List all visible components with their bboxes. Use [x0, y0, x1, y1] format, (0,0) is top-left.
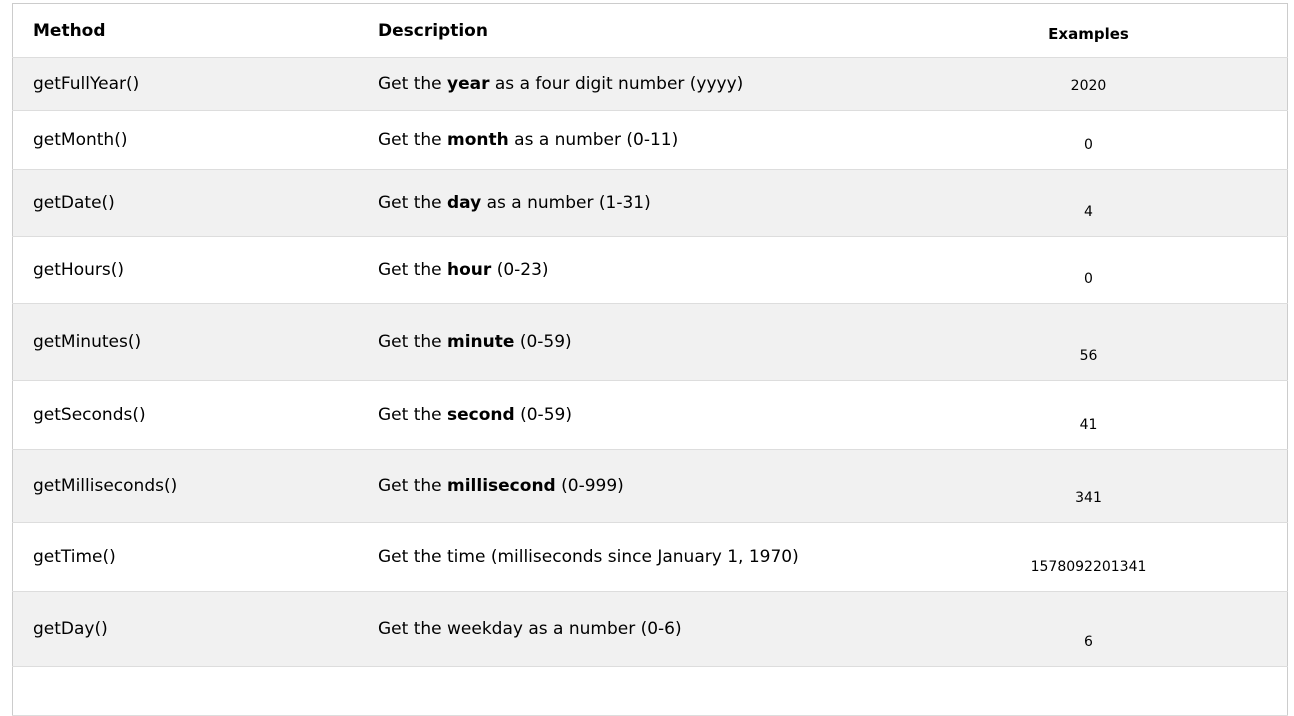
description-cell: Get the second (0-59): [378, 380, 890, 450]
method-cell: getSeconds(): [12, 380, 378, 450]
table-row: [12, 666, 1288, 716]
method-cell: getMonth(): [12, 110, 378, 170]
description-text: Get the weekday as a number (0-6): [378, 619, 682, 639]
description-cell: Get the year as a four digit number (yyy…: [378, 57, 890, 111]
header-description: Description: [378, 3, 890, 58]
example-cell: 341: [890, 449, 1288, 523]
description-text: Get the: [378, 332, 448, 352]
description-cell: Get the minute (0-59): [378, 303, 890, 381]
empty-cell: [890, 666, 1288, 716]
description-text-rest: (0-999): [555, 476, 624, 496]
example-cell: 0: [890, 110, 1288, 170]
table-row: getMinutes() Get the minute (0-59) 56: [12, 303, 1288, 381]
table-row: getDate() Get the day as a number (1-31)…: [12, 169, 1288, 237]
description-cell: Get the time (milliseconds since January…: [378, 522, 890, 592]
description-bold: month: [447, 130, 509, 150]
example-cell: 4: [890, 169, 1288, 237]
table-row: getMilliseconds() Get the millisecond (0…: [12, 449, 1288, 523]
description-text-rest: (0-23): [491, 260, 549, 280]
table-row: getSeconds() Get the second (0-59) 41: [12, 380, 1288, 450]
example-cell: 1578092201341: [890, 522, 1288, 592]
header-method: Method: [12, 3, 378, 58]
description-text: Get the: [378, 260, 448, 280]
example-cell: 41: [890, 380, 1288, 450]
description-bold: second: [447, 405, 515, 425]
method-cell: getTime(): [12, 522, 378, 592]
table-row: getDay() Get the weekday as a number (0-…: [12, 591, 1288, 667]
description-text-rest: as a number (1-31): [481, 193, 651, 213]
description-text: Get the: [378, 193, 448, 213]
example-cell: 56: [890, 303, 1288, 381]
table-row: getHours() Get the hour (0-23) 0: [12, 236, 1288, 304]
method-cell: getHours(): [12, 236, 378, 304]
method-cell: getDay(): [12, 591, 378, 667]
description-text-rest: (0-59): [514, 332, 572, 352]
description-cell: Get the day as a number (1-31): [378, 169, 890, 237]
method-cell: getMinutes(): [12, 303, 378, 381]
example-cell: 6: [890, 591, 1288, 667]
table-header-row: Method Description Examples: [12, 3, 1288, 58]
empty-cell: [12, 666, 378, 716]
empty-cell: [378, 666, 890, 716]
description-text-rest: (0-59): [514, 405, 572, 425]
method-cell: getMilliseconds(): [12, 449, 378, 523]
description-cell: Get the weekday as a number (0-6): [378, 591, 890, 667]
description-bold: year: [447, 74, 490, 94]
description-bold: day: [447, 193, 482, 213]
table-row: getTime() Get the time (milliseconds sin…: [12, 522, 1288, 592]
description-text-rest: as a number (0-11): [508, 130, 679, 150]
date-methods-table: Method Description Examples getFullYear(…: [12, 3, 1288, 716]
description-cell: Get the month as a number (0-11): [378, 110, 890, 170]
description-text: Get the: [378, 74, 448, 94]
description-cell: Get the hour (0-23): [378, 236, 890, 304]
example-cell: 0: [890, 236, 1288, 304]
description-text-rest: as a four digit number (yyyy): [489, 74, 744, 94]
method-cell: getFullYear(): [12, 57, 378, 111]
description-text: Get the time (milliseconds since January…: [378, 547, 799, 567]
method-cell: getDate(): [12, 169, 378, 237]
description-text: Get the: [378, 476, 448, 496]
table-row: getMonth() Get the month as a number (0-…: [12, 110, 1288, 170]
description-text: Get the: [378, 405, 448, 425]
table-row: getFullYear() Get the year as a four dig…: [12, 57, 1288, 111]
description-bold: hour: [447, 260, 492, 280]
example-cell: 2020: [890, 57, 1288, 111]
description-bold: minute: [447, 332, 515, 352]
description-cell: Get the millisecond (0-999): [378, 449, 890, 523]
header-examples: Examples: [890, 3, 1288, 58]
description-bold: millisecond: [447, 476, 556, 496]
description-text: Get the: [378, 130, 448, 150]
